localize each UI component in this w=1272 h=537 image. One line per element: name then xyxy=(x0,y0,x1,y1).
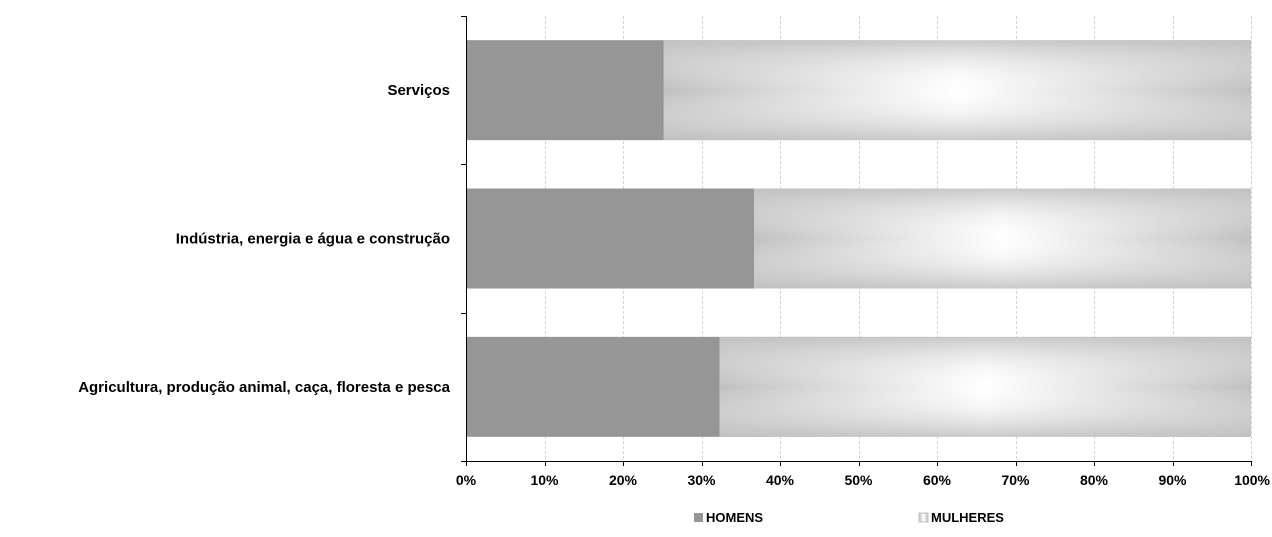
bar-mulheres-shade xyxy=(754,188,1251,289)
axes xyxy=(461,16,1252,466)
bar-mulheres-shade xyxy=(719,336,1251,437)
legend-item: MULHERES xyxy=(918,510,1004,525)
bar-homens xyxy=(466,336,720,437)
x-tick-label: 30% xyxy=(687,472,716,488)
bars xyxy=(466,40,1251,437)
bar-mulheres xyxy=(719,336,1251,437)
x-tick-label: 10% xyxy=(530,472,559,488)
x-tick-label: 100% xyxy=(1234,472,1270,488)
bar-mulheres xyxy=(663,40,1251,141)
bar-homens xyxy=(466,188,755,289)
category-label: Indústria, energia e água e construção xyxy=(176,231,450,248)
bar-mulheres-shade xyxy=(663,40,1251,141)
x-tick-label: 90% xyxy=(1158,472,1187,488)
legend-swatch-homens xyxy=(694,513,703,522)
category-label: Serviços xyxy=(387,82,450,99)
x-tick-label: 20% xyxy=(609,472,638,488)
x-tick-label: 60% xyxy=(923,472,952,488)
x-tick-labels: 0% 10% 20% 30% 40% 50% 60% 70% 80% 90% 100% xyxy=(456,472,1271,488)
legend-swatch-mulheres xyxy=(918,512,929,523)
category-labels: Serviços Indústria, energia e água e cons… xyxy=(78,82,450,396)
legend: HOMENS MULHERES xyxy=(694,510,1004,525)
legend-label: HOMENS xyxy=(706,510,763,525)
x-tick-label: 70% xyxy=(1001,472,1030,488)
x-tick-label: 50% xyxy=(844,472,873,488)
category-label: Agricultura, produção animal, caça, flor… xyxy=(78,379,450,396)
legend-label: MULHERES xyxy=(931,510,1004,525)
x-tick-label: 0% xyxy=(456,472,477,488)
x-tick-label: 40% xyxy=(766,472,795,488)
bar-homens xyxy=(466,40,664,141)
x-tick-label: 80% xyxy=(1080,472,1109,488)
bar-mulheres xyxy=(754,188,1251,289)
legend-item: HOMENS xyxy=(694,510,763,525)
